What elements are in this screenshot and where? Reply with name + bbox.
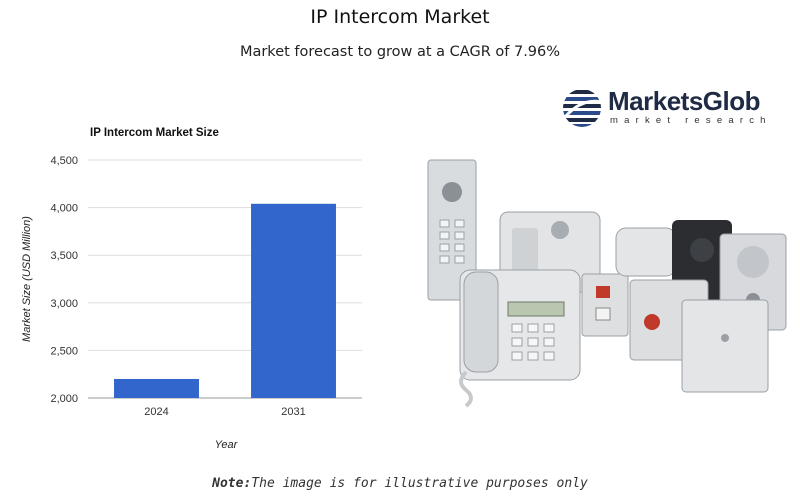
chart-title: IP Intercom Market Size: [90, 127, 219, 139]
illustrative-note: Note:The image is for illustrative purpo…: [0, 476, 800, 491]
bar-2031: [251, 203, 336, 398]
brand-logo: MarketsGlob market research: [560, 86, 795, 130]
x-tick-label: 2024: [144, 406, 168, 418]
x-axis-ticks: 2024 2031: [144, 406, 305, 418]
y-tick-label: 2,500: [50, 345, 78, 357]
note-label: Note:: [212, 476, 252, 491]
bar-2024: [114, 378, 199, 398]
page-subtitle: Market forecast to grow at a CAGR of 7.9…: [239, 44, 561, 60]
y-axis-label: Market Size (USD Million): [21, 216, 33, 342]
page-title: IP Intercom Market: [310, 6, 490, 28]
y-tick-label: 3,500: [50, 250, 78, 262]
x-tick-label: 2031: [281, 406, 305, 418]
y-axis-ticks: 2,000 2,500 3,000 3,500 4,000 4,500: [50, 155, 78, 405]
bars: [114, 203, 336, 398]
intercom-products-image: [427, 159, 787, 408]
y-tick-label: 4,000: [50, 203, 78, 215]
logo-tagline: market research: [610, 115, 772, 126]
x-axis-label: Year: [215, 439, 239, 451]
y-tick-label: 3,000: [50, 298, 78, 310]
globe-icon: [563, 90, 603, 127]
logo-name: MarketsGlob: [608, 86, 761, 116]
bar-chart: IP Intercom Market Size 2,000 2,500 3,000 3…: [21, 127, 362, 451]
y-tick-label: 2,000: [50, 393, 78, 405]
y-tick-label: 4,500: [50, 155, 78, 167]
note-text: The image is for illustrative purposes o…: [251, 476, 588, 491]
